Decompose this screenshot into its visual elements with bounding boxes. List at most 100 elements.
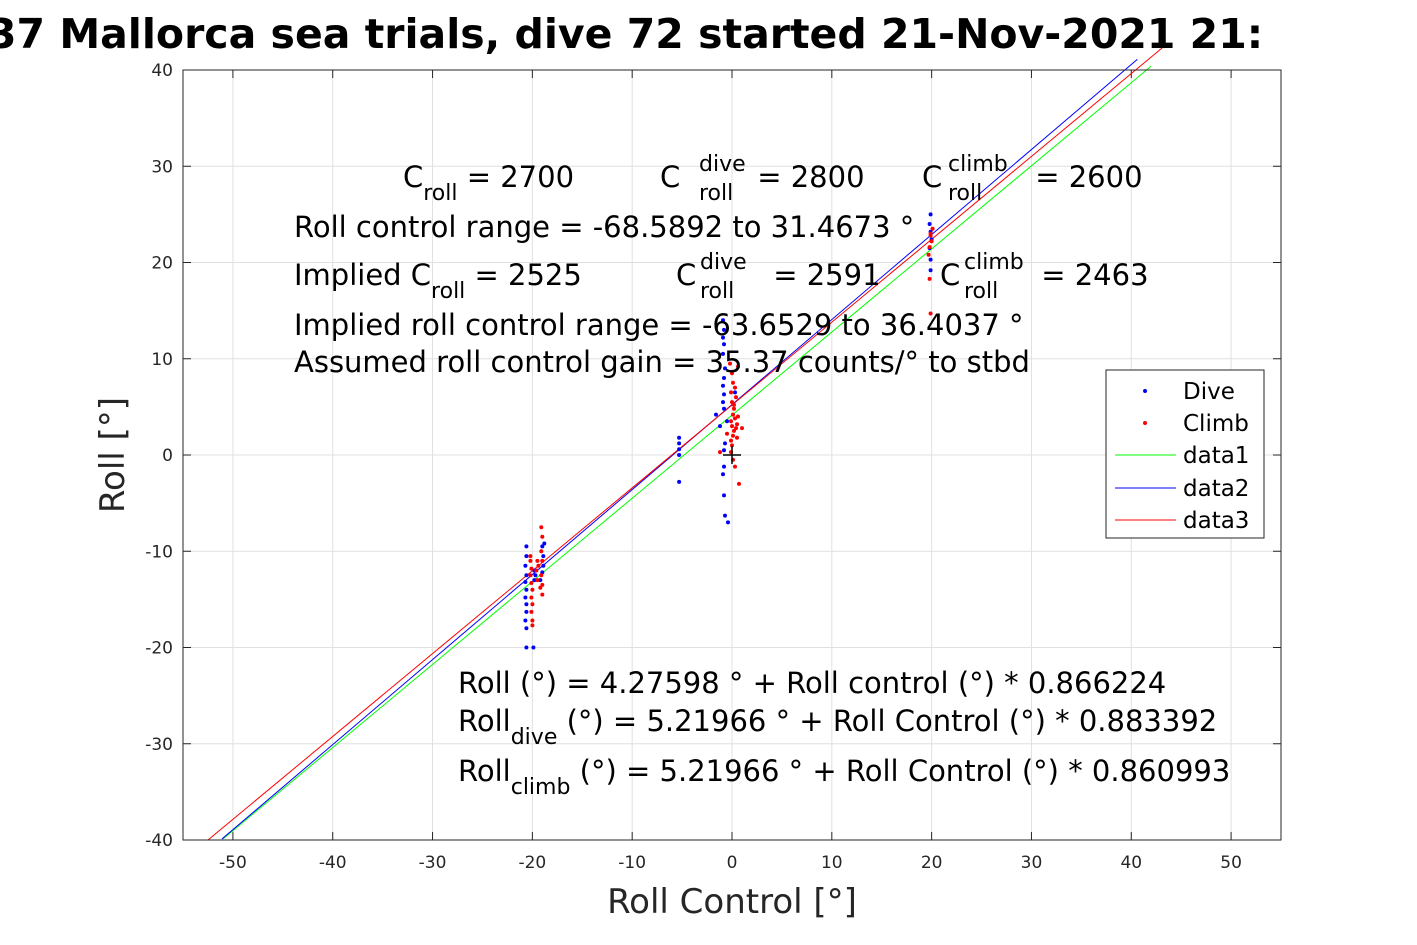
point-climb xyxy=(729,438,733,443)
point-climb xyxy=(730,400,734,405)
x-tick-label: -40 xyxy=(319,853,347,873)
point-dive xyxy=(722,392,726,397)
point-climb xyxy=(535,558,540,563)
point-dive xyxy=(722,493,726,498)
legend-climb-marker xyxy=(1143,421,1147,425)
point-dive xyxy=(723,441,727,446)
roll-fit-annotation: Roll (°) = 4.27598 ° + Roll control (°) … xyxy=(458,666,1166,700)
x-tick-label: -10 xyxy=(618,853,646,873)
point-climb xyxy=(730,371,734,376)
x-tick-label: 30 xyxy=(1021,853,1043,873)
point-climb xyxy=(530,587,535,592)
point-climb xyxy=(539,525,544,530)
point-dive xyxy=(722,376,726,380)
point-climb xyxy=(536,563,541,568)
point-climb xyxy=(529,566,534,571)
chart-title: 37 Mallorca sea trials, dive 72 started … xyxy=(0,10,1263,58)
legend-data1-label: data1 xyxy=(1183,443,1249,469)
point-dive xyxy=(523,618,528,623)
point-dive xyxy=(928,212,933,217)
x-tick-label: -20 xyxy=(518,853,546,873)
point-dive xyxy=(721,318,725,323)
point-climb xyxy=(927,245,932,250)
point-dive xyxy=(538,578,543,583)
point-climb xyxy=(538,585,543,590)
point-dive xyxy=(677,479,682,484)
point-climb xyxy=(530,618,535,623)
roll-climb-fit-annotation: Rollclimb (°) = 5.21966 ° + Roll Control… xyxy=(458,754,1230,800)
y-tick-label: -40 xyxy=(145,831,173,851)
point-dive xyxy=(725,419,729,424)
point-climb xyxy=(929,239,934,244)
point-climb xyxy=(528,573,533,578)
point-dive xyxy=(542,541,547,546)
point-climb xyxy=(529,595,534,600)
implied-c-roll-annotation: Implied Croll = 2525 xyxy=(294,258,582,304)
y-tick-label: 30 xyxy=(151,157,173,177)
point-climb xyxy=(528,558,533,563)
point-climb xyxy=(736,364,740,369)
point-climb xyxy=(718,450,722,455)
point-dive xyxy=(718,424,722,429)
point-climb xyxy=(539,549,544,554)
point-dive xyxy=(531,645,536,650)
point-climb xyxy=(540,582,545,587)
point-climb xyxy=(725,431,729,436)
point-climb xyxy=(730,443,734,448)
point-dive xyxy=(524,554,529,559)
roll-control-range-annotation: Roll control range = -68.5892 to 31.4673… xyxy=(294,210,914,244)
point-dive xyxy=(721,335,725,340)
point-climb xyxy=(530,623,535,628)
point-dive xyxy=(722,406,726,411)
point-climb xyxy=(735,422,739,427)
point-climb xyxy=(736,414,740,419)
point-dive xyxy=(523,595,528,600)
y-tick-label: -30 xyxy=(145,735,173,755)
point-dive xyxy=(928,257,933,262)
c-roll-annotation: Croll = 2700 xyxy=(403,160,574,206)
point-dive xyxy=(524,602,529,607)
plot-frame xyxy=(182,69,1282,841)
point-climb xyxy=(530,602,535,607)
point-climb xyxy=(729,419,733,424)
point-dive xyxy=(723,366,727,371)
roll-control-gain-annotation: Assumed roll control gain = 35.37 counts… xyxy=(294,345,1030,379)
scatter-points xyxy=(523,212,935,650)
point-climb xyxy=(534,568,539,573)
point-dive xyxy=(722,327,726,332)
point-dive xyxy=(524,587,529,592)
point-dive xyxy=(677,435,682,440)
point-climb xyxy=(731,433,735,438)
y-tick-label: 20 xyxy=(151,254,173,274)
point-dive xyxy=(540,544,545,549)
y-tick-label: -10 xyxy=(145,542,173,562)
point-climb xyxy=(529,581,534,585)
point-climb xyxy=(539,573,544,578)
y-axis-ticks: -40 -30 -20 -10 0 10 20 30 40 xyxy=(145,61,1281,851)
point-climb xyxy=(535,578,540,583)
point-climb xyxy=(926,252,931,257)
x-tick-label: 20 xyxy=(921,853,943,873)
legend-dive-label: Dive xyxy=(1183,379,1235,405)
point-climb xyxy=(529,609,534,614)
legend-data3-label: data3 xyxy=(1183,508,1249,534)
point-climb xyxy=(540,592,545,597)
point-dive xyxy=(677,447,682,452)
point-dive xyxy=(523,563,528,568)
point-dive xyxy=(928,268,933,273)
bottom-annotations: Roll (°) = 4.27598 ° + Roll control (°) … xyxy=(458,666,1230,800)
series-line-data1 xyxy=(222,65,1152,840)
legend-dive-marker xyxy=(1143,389,1147,393)
point-climb xyxy=(731,380,735,385)
x-tick-label: 10 xyxy=(821,853,843,873)
point-dive xyxy=(721,383,725,388)
point-climb xyxy=(728,361,732,366)
point-dive xyxy=(524,573,529,578)
point-dive xyxy=(524,626,529,631)
point-climb xyxy=(927,276,932,281)
